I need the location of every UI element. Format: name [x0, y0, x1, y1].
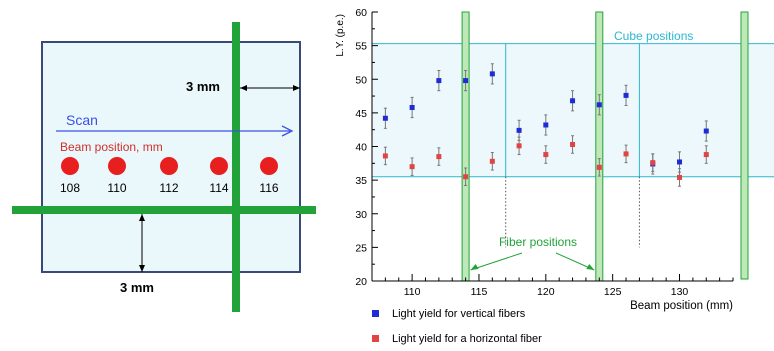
data-point	[543, 122, 549, 128]
data-point	[489, 71, 495, 77]
y-tick-label: 35	[355, 175, 367, 187]
fiber-scan-schematic: 3 mm 3 mm Scan Beam position, mm 108 110…	[12, 22, 316, 312]
data-point	[677, 174, 683, 180]
dim-arrow-right	[293, 85, 300, 91]
legend-label: Light yield for vertical fibers	[392, 308, 526, 320]
fiber-position-bar	[461, 11, 470, 282]
vertical-fiber	[232, 22, 240, 312]
data-point	[623, 151, 629, 157]
data-point	[436, 78, 442, 84]
data-series	[382, 63, 709, 175]
y-tick-label: 25	[355, 242, 367, 254]
dim-right-label: 3 mm	[186, 79, 220, 94]
fiber-position-bar-partial	[740, 11, 749, 280]
data-point	[596, 164, 602, 170]
cube-positions-label: Cube positions	[614, 29, 693, 43]
x-tick-label: 125	[604, 286, 622, 298]
beam-spot	[160, 157, 178, 175]
beam-spot	[260, 157, 278, 175]
y-tick-label: 30	[355, 209, 367, 221]
beam-spot	[210, 157, 228, 175]
data-point	[516, 143, 522, 149]
x-tick-label: 130	[671, 286, 689, 298]
beam-position-value: 116	[259, 181, 278, 195]
data-point	[489, 158, 495, 164]
x-axis-title: Beam position (mm)	[630, 300, 733, 312]
beam-position-label: Beam position, mm	[60, 140, 163, 154]
x-tick-label: 110	[404, 286, 421, 298]
y-tick-label: 20	[355, 276, 367, 288]
dim-arrow-bottom	[139, 265, 145, 272]
data-point	[436, 154, 442, 160]
data-point	[409, 104, 415, 110]
beam-position-labels: 108 110 112 114 116	[60, 181, 279, 195]
dim-arrow-top	[139, 214, 145, 221]
y-tick-label: 45	[355, 108, 367, 120]
data-point	[703, 152, 709, 158]
fiber-pointer-left	[470, 252, 523, 271]
scan-label: Scan	[66, 112, 98, 128]
beam-position-value: 110	[107, 181, 126, 195]
fiber-pointer-left-head	[470, 264, 479, 270]
data-point	[677, 159, 683, 165]
data-point	[623, 92, 629, 98]
fiber-positions-label: Fiber positions	[499, 235, 577, 249]
y-axis-title: L.Y. (p.e.)	[335, 14, 346, 57]
data-point	[543, 152, 549, 158]
data-point	[650, 160, 656, 166]
data-point	[463, 174, 469, 180]
horizontal-fiber	[12, 206, 316, 214]
beam-position-value: 114	[209, 181, 228, 195]
y-tick-label: 50	[355, 74, 367, 86]
y-tick-label: 55	[355, 41, 367, 53]
data-point	[570, 141, 576, 147]
data-point	[409, 164, 415, 170]
beam-spots	[61, 157, 278, 175]
beam-position-value: 112	[159, 181, 178, 195]
data-point	[703, 128, 709, 134]
data-point	[382, 115, 388, 121]
legend-label: Light yield for a horizontal fiber	[392, 333, 542, 345]
data-point	[596, 102, 602, 108]
data-series	[382, 135, 709, 187]
data-point	[382, 153, 388, 159]
x-tick-label: 115	[471, 286, 488, 298]
legend-marker	[372, 310, 379, 317]
scan-arrow-head	[281, 125, 294, 137]
fiber-position-bar	[595, 11, 604, 282]
dim-bottom-label: 3 mm	[120, 280, 154, 295]
x-tick-label: 120	[537, 286, 555, 298]
beam-position-value: 108	[60, 181, 80, 195]
dim-arrow-left	[240, 85, 247, 91]
fiber-pointer-right-head	[586, 264, 595, 270]
beam-spot	[61, 157, 79, 175]
y-tick-label: 60	[355, 7, 367, 19]
light-yield-chart: 20 25 30 35 40 45 50 55 60 110 115 120 125 130 L.Y. (p…	[335, 7, 774, 345]
cube-outline	[41, 41, 301, 273]
data-point	[516, 127, 522, 133]
legend-marker	[372, 335, 379, 342]
data-point	[463, 78, 469, 84]
y-tick-label: 40	[355, 142, 367, 154]
data-point	[570, 98, 576, 104]
beam-spot	[108, 157, 126, 175]
